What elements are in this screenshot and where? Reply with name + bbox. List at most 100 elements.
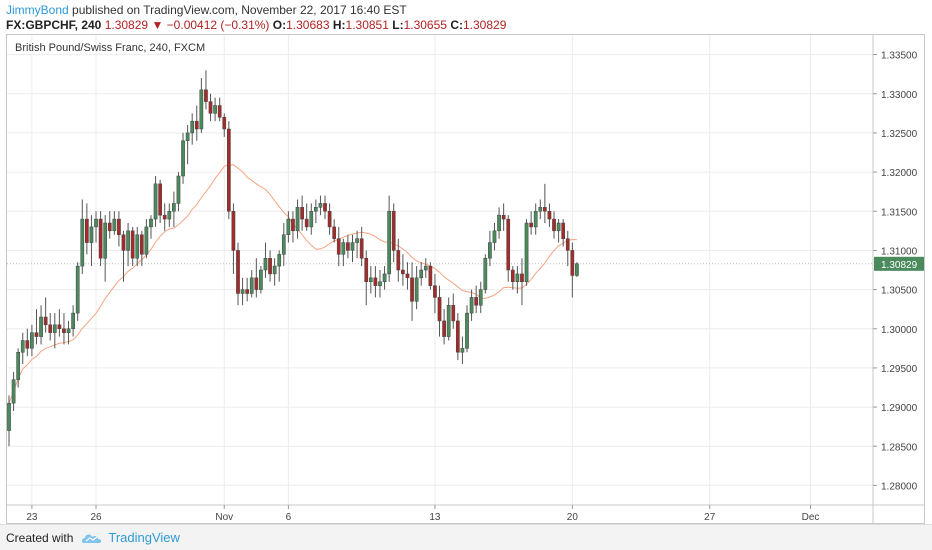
candle-body <box>570 250 575 276</box>
candle-body <box>135 234 140 259</box>
candle <box>295 199 300 239</box>
candle-body <box>249 277 254 294</box>
candle <box>341 238 346 267</box>
candle <box>355 230 359 259</box>
low-label: L: <box>392 18 404 32</box>
chart-area[interactable]: 1.33500 1.33000 1.32500 1.32000 1.31500 1.310… <box>6 34 925 524</box>
candle <box>387 195 391 282</box>
candle <box>286 211 291 243</box>
candle-body <box>327 211 332 228</box>
candle <box>318 195 323 216</box>
candle-body <box>167 211 172 220</box>
candle <box>346 234 350 259</box>
candle-body <box>217 105 222 118</box>
time-tick-label: 27 <box>704 512 716 523</box>
candle-body <box>368 277 373 282</box>
candle-body <box>117 218 121 235</box>
tradingview-cloud-icon <box>82 533 102 543</box>
candle-body <box>158 183 162 216</box>
candle <box>162 203 167 231</box>
candle <box>533 203 538 235</box>
candle-body <box>11 379 16 404</box>
candle <box>94 211 98 243</box>
candle-body <box>373 277 378 286</box>
candle-body <box>107 222 112 232</box>
time-tick-label: 23 <box>26 512 38 523</box>
publish-line: JimmyBond published on TradingView.com, … <box>6 3 926 18</box>
candle <box>62 313 66 345</box>
candle-body <box>185 132 190 141</box>
candle-body <box>71 312 75 330</box>
candle-body <box>259 269 263 290</box>
candle <box>213 97 217 122</box>
candle <box>144 219 149 259</box>
candle-body <box>213 105 217 114</box>
candle <box>268 250 272 282</box>
candle <box>314 199 318 223</box>
candle-body <box>405 273 410 279</box>
candle-body <box>478 289 483 306</box>
candle <box>149 215 153 239</box>
last-price-badge <box>874 256 924 271</box>
close-value: 1.30829 <box>462 18 507 32</box>
tradingview-logo[interactable]: TradingView <box>81 530 180 545</box>
candle-body <box>483 258 488 290</box>
candle-body <box>172 203 176 212</box>
candle-body <box>103 222 108 259</box>
change-arrow-icon: ▼ <box>151 18 164 32</box>
candle-body <box>332 226 337 239</box>
candle <box>48 313 53 341</box>
candle-body <box>401 269 405 275</box>
candle <box>529 211 533 235</box>
candle <box>277 250 282 282</box>
candle-body <box>20 340 25 353</box>
candle-body <box>318 203 323 208</box>
candle-body <box>204 89 208 102</box>
candle <box>126 223 130 267</box>
candle-body <box>66 328 71 333</box>
candle <box>520 258 524 306</box>
candle <box>185 125 190 165</box>
last-price-label: 1.30829 <box>881 260 918 271</box>
candle <box>75 262 80 321</box>
candle <box>364 250 369 306</box>
published-text: published on TradingView.com, November 2… <box>72 3 407 17</box>
change-value: −0.00412 (−0.31%) <box>166 18 270 32</box>
grid <box>7 35 873 505</box>
candle-body <box>506 218 511 271</box>
candle-body <box>341 242 346 255</box>
candle-body <box>199 89 204 130</box>
candle-body <box>222 117 227 130</box>
candle <box>543 183 547 223</box>
candle <box>373 266 378 298</box>
candle-body <box>419 269 424 279</box>
candle <box>259 266 263 294</box>
price-tick-label: 1.32500 <box>881 129 918 140</box>
candlestick-chart[interactable]: 1.33500 1.33000 1.32500 1.32000 1.31500 1.310… <box>7 35 924 523</box>
author-link[interactable]: JimmyBond <box>6 3 69 17</box>
candle <box>561 219 566 247</box>
candle-body <box>139 234 144 255</box>
candle-body <box>48 324 53 333</box>
candle <box>16 348 21 388</box>
candle <box>158 179 162 223</box>
candle <box>552 211 556 239</box>
candle <box>245 277 250 302</box>
candle-body <box>488 242 492 259</box>
candle <box>382 266 387 290</box>
time-tick-label: 6 <box>286 512 292 523</box>
candle-body <box>433 285 437 298</box>
candles-layer <box>7 70 579 447</box>
candle <box>455 313 460 361</box>
candle <box>460 336 465 364</box>
candle <box>208 93 213 122</box>
candle-body <box>336 238 341 255</box>
candle <box>469 289 474 321</box>
candle-body <box>465 312 469 349</box>
candle <box>71 305 75 337</box>
candle <box>254 258 259 298</box>
candle <box>428 262 433 290</box>
price-tick-label: 1.30500 <box>881 286 918 297</box>
candle-body <box>410 277 414 302</box>
candle <box>176 172 181 212</box>
